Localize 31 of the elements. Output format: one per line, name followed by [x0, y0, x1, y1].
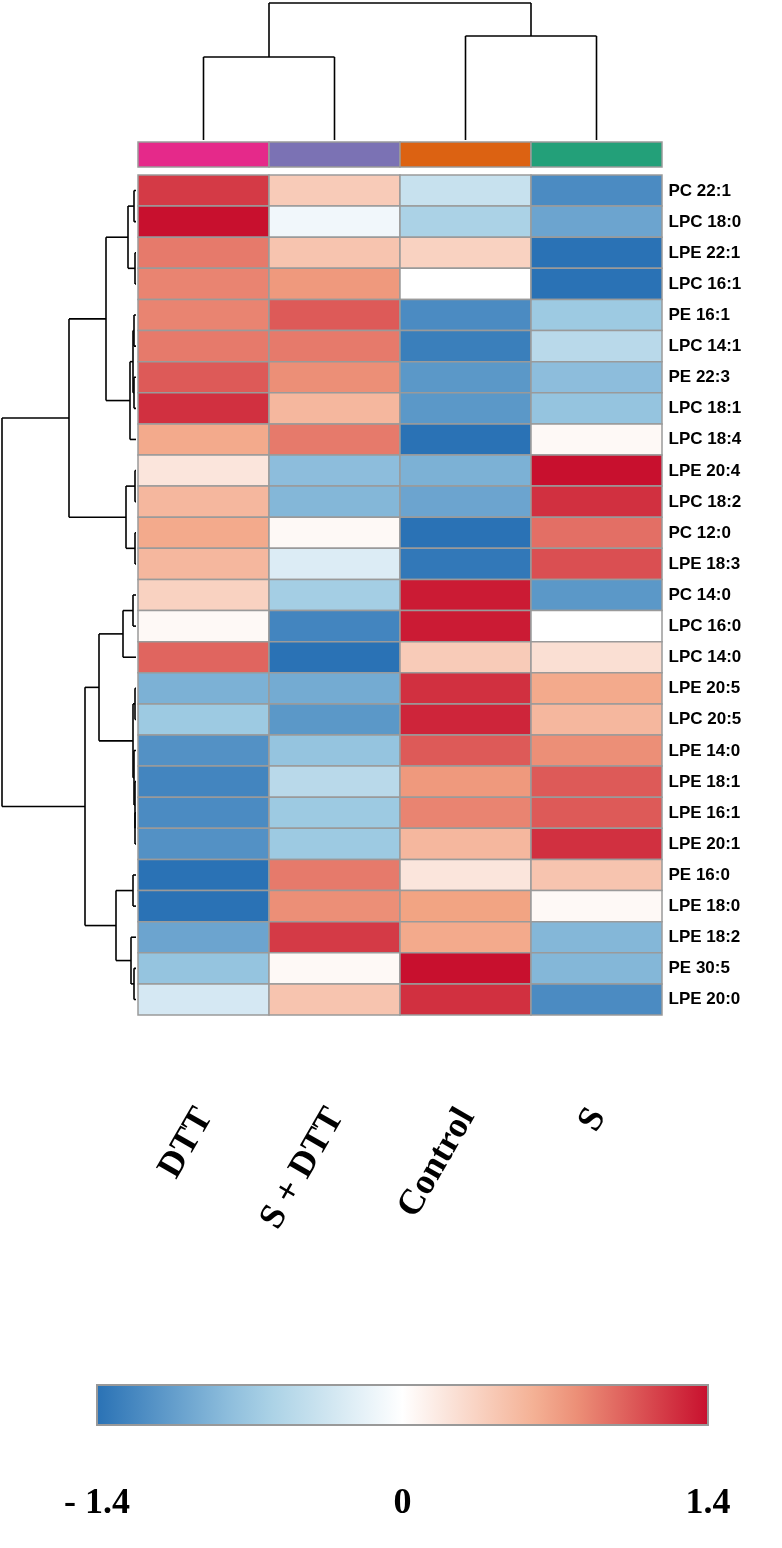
y-tick-label: LPC 14:1: [668, 336, 742, 356]
y-tick-label: PC 22:1: [668, 180, 731, 200]
y-tick-label: LPE 16:1: [668, 802, 741, 822]
y-tick-label: LPE 22:1: [668, 242, 741, 262]
y-tick-label: PC 12:0: [668, 522, 731, 542]
y-tick-label: LPE 18:1: [668, 771, 741, 791]
y-tick-label: LPC 18:4: [668, 429, 742, 449]
y-tick-label: LPE 14:0: [668, 740, 741, 760]
y-tick-label: LPE 20:4: [668, 460, 741, 480]
y-tick-label: LPE 20:0: [668, 989, 741, 1009]
y-tick-label: PE 22:3: [668, 367, 730, 387]
color-bar-label: 1.4: [685, 1481, 731, 1521]
color-bar-label: 0: [393, 1481, 412, 1521]
y-tick-label: LPC 18:1: [668, 398, 742, 418]
y-tick-label: PC 14:0: [668, 585, 731, 604]
y-tick-label: LPC 14:0: [668, 647, 742, 667]
color-bar-label: - 1.4: [64, 1481, 130, 1521]
y-tick-label: PE 16:1: [668, 305, 730, 324]
y-tick-label: PE 16:0: [668, 865, 730, 884]
y-tick-label: LPC 18:2: [668, 491, 742, 511]
y-tick-label: LPE 18:3: [668, 553, 741, 573]
y-tick-label: PE 30:5: [668, 958, 730, 978]
x-tick-label: S: [568, 1100, 613, 1138]
y-tick-label: LPE 18:0: [668, 896, 741, 916]
y-tick-label: LPC 16:0: [668, 616, 742, 636]
y-tick-label: LPC 18:0: [668, 211, 742, 231]
y-tick-label: LPC 20:5: [668, 709, 742, 729]
y-tick-label: LPE 20:1: [668, 833, 741, 853]
y-tick-label: LPE 18:2: [668, 927, 741, 947]
y-tick-label: LPC 16:1: [668, 273, 742, 293]
y-tick-label: LPE 20:5: [668, 678, 741, 698]
